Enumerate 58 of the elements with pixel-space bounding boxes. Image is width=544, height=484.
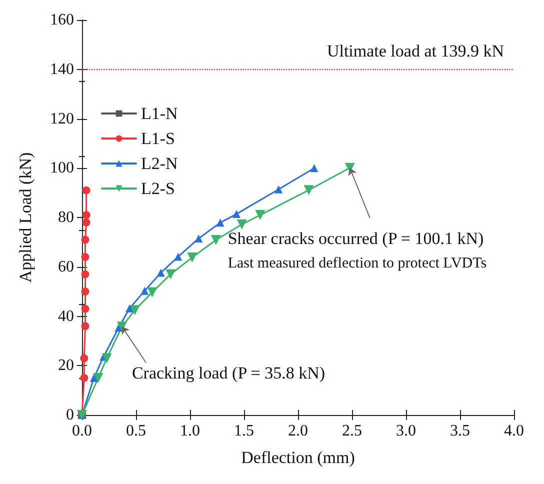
y-tick-label: 160 bbox=[50, 12, 74, 28]
point bbox=[310, 164, 318, 172]
y-tick-label: 20 bbox=[58, 357, 74, 374]
point bbox=[187, 252, 198, 262]
legend-label: L1-S bbox=[141, 129, 175, 148]
point bbox=[116, 322, 127, 332]
y-tick-label: 80 bbox=[58, 209, 74, 226]
point bbox=[81, 270, 90, 278]
point bbox=[156, 268, 165, 277]
point bbox=[81, 304, 90, 313]
x-axis-title: Deflection (mm) bbox=[241, 448, 355, 467]
x-tick-label: 2.5 bbox=[342, 422, 362, 440]
x-tick-label: 3.0 bbox=[396, 422, 416, 440]
y-tick-label: 140 bbox=[50, 60, 74, 78]
point bbox=[210, 234, 221, 245]
point bbox=[174, 252, 182, 261]
point bbox=[140, 286, 149, 295]
y-tick-label: 40 bbox=[58, 308, 74, 325]
x-tick-label: 3.5 bbox=[450, 422, 470, 440]
point bbox=[82, 186, 90, 194]
point bbox=[80, 374, 88, 382]
point bbox=[255, 210, 266, 220]
x-tick-label: 0.5 bbox=[126, 422, 146, 440]
point bbox=[147, 287, 158, 298]
point bbox=[81, 322, 90, 330]
ref-line-label: Ultimate load at 139.9 kN bbox=[326, 42, 504, 61]
annotation: Cracking load (P = 35.8 kN) bbox=[132, 364, 326, 383]
x-tick-label: 2.0 bbox=[288, 422, 308, 440]
y-axis-title: Applied Load (kN) bbox=[16, 152, 35, 283]
x-tick-label: 4.0 bbox=[504, 422, 524, 440]
y-tick-label: 120 bbox=[50, 110, 74, 128]
point bbox=[93, 372, 104, 383]
y-tick-label: 100 bbox=[50, 160, 74, 177]
x-tick-label: 1.0 bbox=[180, 422, 200, 440]
point bbox=[304, 185, 314, 196]
x-tick-label: 1.5 bbox=[234, 422, 254, 440]
x-tick-label: 0.0 bbox=[72, 422, 92, 440]
point bbox=[80, 354, 88, 362]
y-tick-label: 60 bbox=[58, 258, 74, 276]
point bbox=[102, 353, 112, 364]
point bbox=[194, 234, 203, 242]
annotation: Last measured deflection to protect LVDTs bbox=[228, 255, 487, 272]
point bbox=[216, 218, 224, 227]
point bbox=[81, 288, 90, 296]
legend-label: L2-N bbox=[141, 154, 178, 173]
point bbox=[232, 210, 240, 218]
legend-label: L2-S bbox=[141, 179, 175, 198]
legend-label: L1-N bbox=[141, 104, 178, 123]
point bbox=[126, 304, 134, 312]
point bbox=[274, 185, 283, 194]
point bbox=[90, 374, 98, 382]
annotation: Shear cracks occurred (P = 100.1 kN) bbox=[228, 228, 484, 248]
y-tick-label: 0 bbox=[66, 406, 74, 424]
point bbox=[81, 253, 90, 261]
point bbox=[166, 269, 176, 280]
point bbox=[236, 219, 247, 230]
point bbox=[81, 236, 90, 244]
point bbox=[130, 305, 140, 316]
